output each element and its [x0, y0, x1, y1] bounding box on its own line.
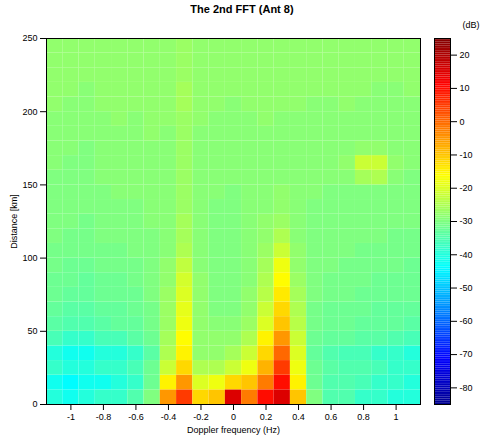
svg-text:-60: -60	[460, 316, 473, 326]
svg-text:0.2: 0.2	[260, 412, 273, 422]
svg-text:-70: -70	[460, 349, 473, 359]
svg-text:0: 0	[32, 399, 37, 409]
svg-text:150: 150	[22, 180, 37, 190]
svg-text:-40: -40	[460, 250, 473, 260]
svg-text:1: 1	[394, 412, 399, 422]
svg-text:-0.4: -0.4	[161, 412, 177, 422]
svg-text:-80: -80	[460, 383, 473, 393]
svg-text:(dB): (dB)	[462, 20, 479, 30]
svg-text:Distance [km]: Distance [km]	[9, 194, 19, 249]
svg-text:-10: -10	[460, 150, 473, 160]
svg-text:-30: -30	[460, 216, 473, 226]
svg-text:-0.8: -0.8	[96, 412, 112, 422]
svg-text:0: 0	[231, 412, 236, 422]
svg-text:Doppler frequency (Hz): Doppler frequency (Hz)	[187, 425, 280, 435]
svg-text:50: 50	[27, 326, 37, 336]
svg-text:250: 250	[22, 33, 37, 43]
svg-text:-50: -50	[460, 283, 473, 293]
html-text:The 2nd FFT (Ant 8): The 2nd FFT (Ant 8)	[190, 3, 294, 15]
svg-text:-20: -20	[460, 183, 473, 193]
svg-text:0.4: 0.4	[292, 412, 305, 422]
svg-text:200: 200	[22, 107, 37, 117]
svg-text:0.6: 0.6	[325, 412, 338, 422]
svg-text:20: 20	[460, 50, 470, 60]
svg-text:-0.6: -0.6	[128, 412, 144, 422]
svg-text:10: 10	[460, 83, 470, 93]
svg-text:-1: -1	[67, 412, 75, 422]
svg-text:0.8: 0.8	[357, 412, 370, 422]
svg-text:-0.2: -0.2	[193, 412, 209, 422]
svg-text:100: 100	[22, 253, 37, 263]
svg-text:0: 0	[460, 117, 465, 127]
